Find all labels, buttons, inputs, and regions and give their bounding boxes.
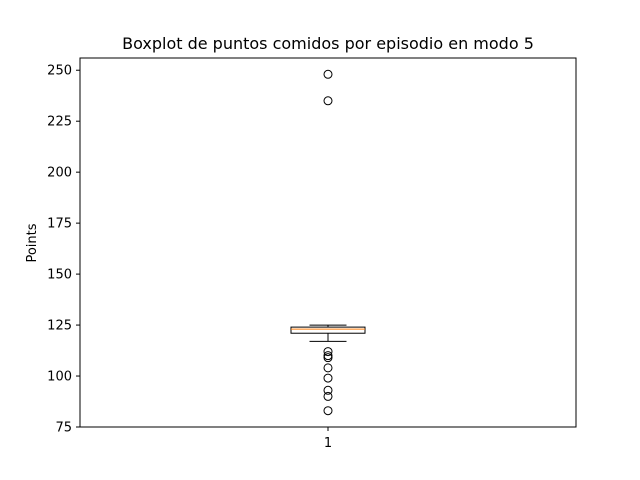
- y-tick-label: 125: [47, 319, 72, 334]
- y-tick-label: 225: [47, 115, 72, 130]
- y-axis-label: Points: [25, 223, 40, 262]
- outlier-point: [323, 406, 333, 416]
- outlier-point: [323, 391, 333, 401]
- chart-title: Boxplot de puntos comidos por episodio e…: [122, 34, 534, 53]
- y-tick-label: 250: [47, 64, 72, 79]
- y-tick-label: 75: [55, 421, 72, 436]
- plot-area: 75 100 125 150 175 200 225 250 1: [47, 57, 577, 451]
- outlier-point: [323, 363, 333, 373]
- outlier-point: [323, 96, 333, 106]
- outlier-point: [323, 373, 333, 383]
- x-tick-label: 1: [324, 436, 332, 451]
- outlier-point: [323, 347, 333, 357]
- y-tick-label: 200: [47, 166, 72, 181]
- outlier-point: [323, 69, 333, 79]
- y-tick-label: 175: [47, 217, 72, 232]
- outlier-point: [323, 385, 333, 395]
- y-tick-label: 150: [47, 268, 72, 283]
- y-tick-label: 100: [47, 370, 72, 385]
- box-iqr: [290, 326, 366, 334]
- outlier-point: [323, 353, 333, 363]
